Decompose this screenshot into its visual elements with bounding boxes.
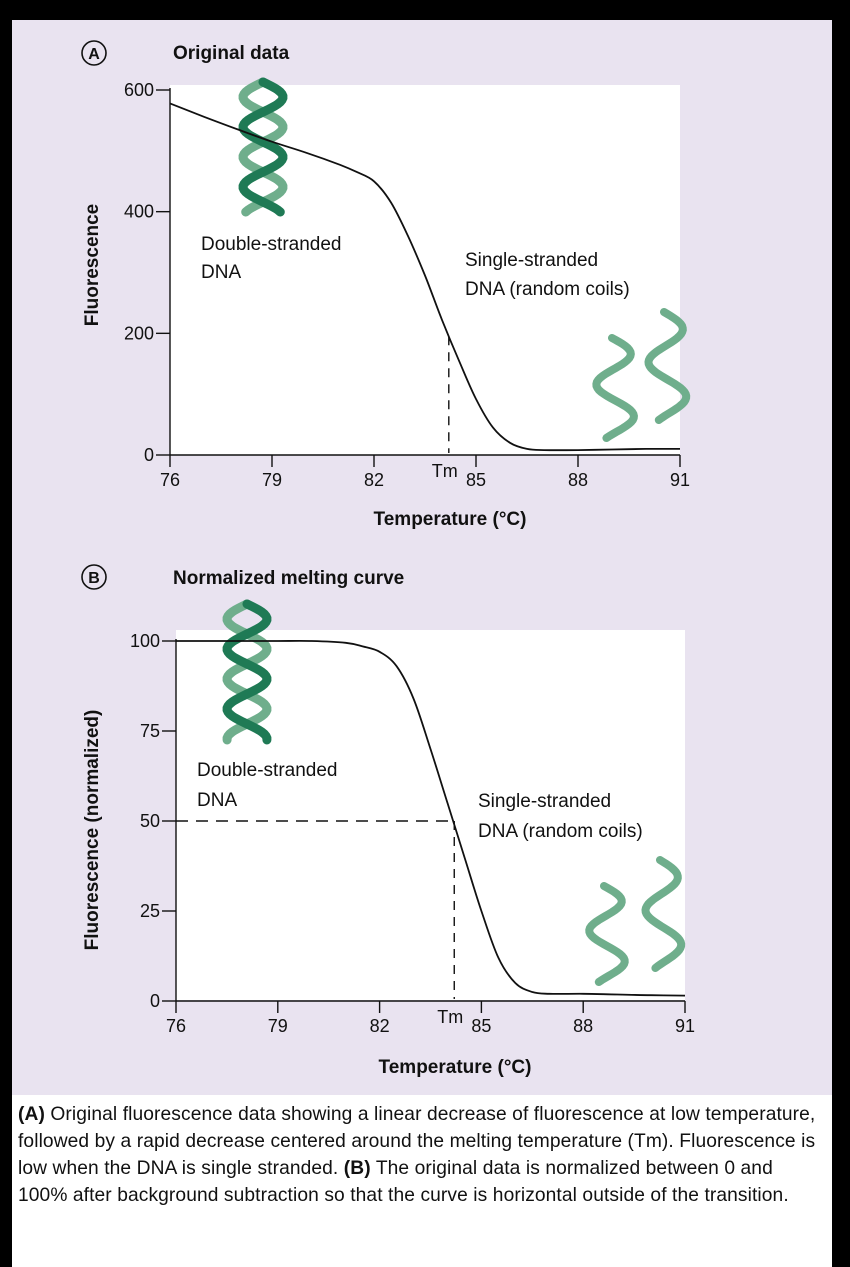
- x-tick-label: 79: [262, 470, 282, 490]
- chart-a-axes: [156, 88, 681, 467]
- chart-a-annotation-double-2: DNA: [201, 262, 241, 283]
- coil-strand: [585, 882, 629, 986]
- helix-strand-back: [222, 599, 272, 745]
- chart-b-annotation-single-2: DNA (random coils): [478, 821, 643, 842]
- coil-strand: [592, 334, 638, 442]
- x-tick-label: 88: [573, 1016, 593, 1036]
- x-tick-label: 91: [675, 1016, 695, 1036]
- double-helix-icon: [238, 77, 288, 217]
- caption-text-a: Original fluorescence data showing a lin…: [18, 1104, 816, 1179]
- chart-b-annotation-double-1: Double-stranded: [197, 760, 337, 781]
- y-tick-label: 0: [150, 991, 160, 1011]
- x-tick-label: 76: [160, 470, 180, 490]
- y-tick-label: 50: [140, 811, 160, 831]
- figure-caption: (A) Original fluorescence data showing a…: [12, 1095, 832, 1267]
- chart-b-annotation-single-1: Single-stranded: [478, 791, 611, 812]
- x-tick-label: 85: [471, 1016, 491, 1036]
- chart-a-title: Original data: [173, 43, 290, 64]
- chart-a-x-axis-label: Temperature (°C): [374, 509, 527, 530]
- x-tick-label: 91: [670, 470, 690, 490]
- chart-b-y-axis-label: Fluorescence (normalized): [82, 710, 103, 951]
- x-tick-label: 88: [568, 470, 588, 490]
- coil-strand: [644, 308, 691, 424]
- chart-a-annotation-single-1: Single-stranded: [465, 250, 598, 271]
- chart-b-x-axis-label: Temperature (°C): [379, 1057, 532, 1078]
- panel-badge-a: [81, 40, 107, 66]
- chart-a-annotation-double-1: Double-stranded: [201, 234, 341, 255]
- helix-strand-front: [238, 77, 288, 217]
- double-helix-icon: [222, 599, 272, 745]
- caption-text-b: The original data is normalized between …: [18, 1158, 789, 1206]
- x-tick-label: 79: [268, 1016, 288, 1036]
- panel-badge-b: [81, 564, 107, 590]
- caption-text: (A) Original fluorescence data showing a…: [18, 1101, 826, 1209]
- coil-strand: [641, 856, 686, 972]
- y-tick-label: 0: [144, 445, 154, 465]
- x-tick-label: 82: [364, 470, 384, 490]
- chart-b-axes: [162, 639, 686, 1013]
- panel-label-a: A: [88, 46, 100, 63]
- x-tick-label: 85: [466, 470, 486, 490]
- chart-b-title: Normalized melting curve: [173, 568, 404, 589]
- chart-a-tm-label: Tm: [432, 461, 458, 481]
- y-tick-label: 400: [124, 202, 154, 222]
- single-strand-coils-icon: [592, 308, 691, 442]
- chart-a-tick-labels: 0 200 400 600 76 79 82 85 88 91: [124, 80, 690, 490]
- chart-a-annotation-single-2: DNA (random coils): [465, 279, 630, 300]
- caption-label-a: (A): [18, 1104, 45, 1125]
- chart-a-series-line: [169, 102, 681, 452]
- chart-b-annotation-double-2: DNA: [197, 790, 237, 811]
- y-tick-label: 100: [130, 631, 160, 651]
- panel-label-b: B: [88, 570, 100, 587]
- chart-a-y-axis-label: Fluorescence: [82, 204, 103, 327]
- helix-strand-back: [238, 77, 288, 217]
- y-tick-label: 200: [124, 323, 154, 343]
- x-tick-label: 76: [166, 1016, 186, 1036]
- y-tick-label: 25: [140, 901, 160, 921]
- chart-b-series-line: [176, 639, 686, 997]
- chart-b-tm-label: Tm: [437, 1007, 463, 1027]
- y-tick-label: 75: [140, 721, 160, 741]
- y-tick-label: 600: [124, 80, 154, 100]
- chart-b-tick-labels: 0 25 50 75 100 76 79 82 85 88 91: [130, 631, 695, 1036]
- helix-strand-front: [222, 599, 272, 745]
- x-tick-label: 82: [370, 1016, 390, 1036]
- single-strand-coils-icon: [585, 856, 686, 986]
- caption-label-b: (B): [343, 1158, 371, 1179]
